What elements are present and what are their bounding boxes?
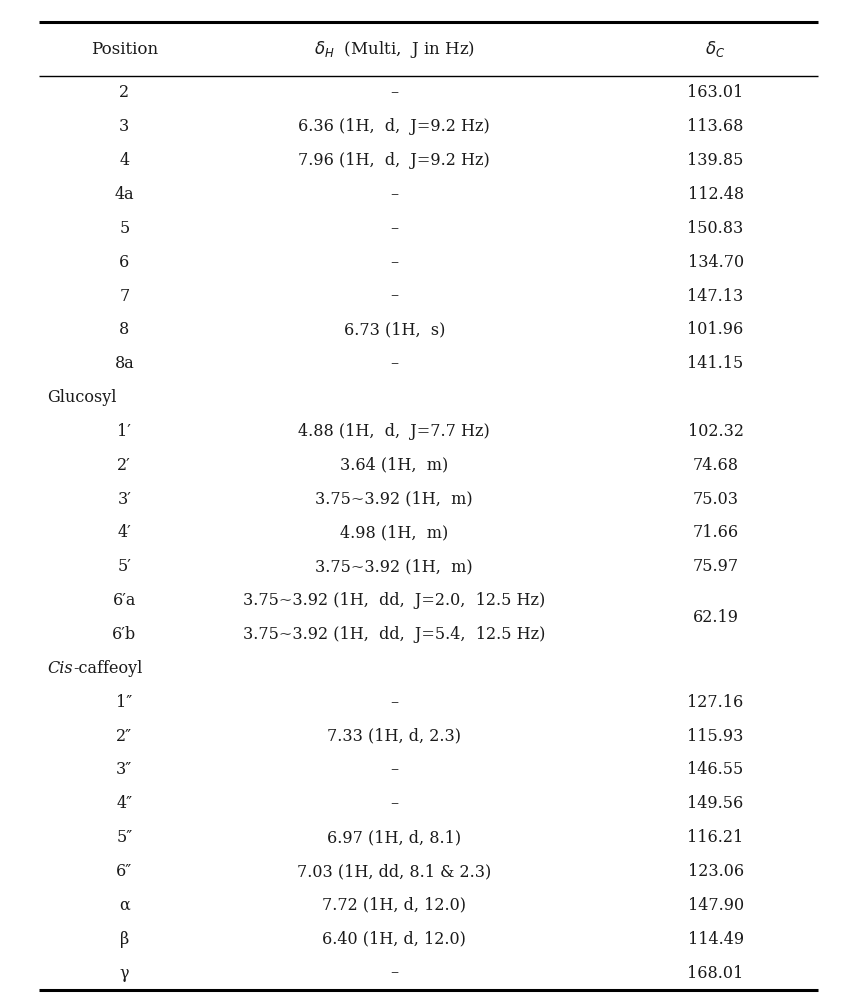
- Text: 2″: 2″: [117, 728, 132, 745]
- Text: 3′: 3′: [117, 491, 131, 508]
- Text: 5′: 5′: [117, 558, 131, 575]
- Text: 115.93: 115.93: [687, 728, 744, 745]
- Text: 5″: 5″: [117, 829, 132, 846]
- Text: 123.06: 123.06: [687, 863, 744, 880]
- Text: 6′b: 6′b: [112, 626, 136, 643]
- Text: Glucosyl: Glucosyl: [47, 389, 117, 406]
- Text: 101.96: 101.96: [687, 321, 744, 338]
- Text: 127.16: 127.16: [687, 694, 744, 711]
- Text: –: –: [390, 965, 399, 982]
- Text: 6: 6: [119, 254, 129, 271]
- Text: 3.64 (1H,  m): 3.64 (1H, m): [340, 457, 448, 474]
- Text: –: –: [390, 795, 399, 812]
- Text: –: –: [390, 220, 399, 237]
- Text: 4.98 (1H,  m): 4.98 (1H, m): [340, 524, 448, 541]
- Text: –: –: [390, 288, 399, 305]
- Text: 3.75~3.92 (1H,  m): 3.75~3.92 (1H, m): [315, 491, 473, 508]
- Text: 112.48: 112.48: [687, 186, 744, 203]
- Text: 4a: 4a: [115, 186, 134, 203]
- Text: 75.03: 75.03: [692, 491, 739, 508]
- Text: 3.75~3.92 (1H,  dd,  J=5.4,  12.5 Hz): 3.75~3.92 (1H, dd, J=5.4, 12.5 Hz): [243, 626, 545, 643]
- Text: 7.03 (1H, dd, 8.1 & 2.3): 7.03 (1H, dd, 8.1 & 2.3): [297, 863, 491, 880]
- Text: 6.73 (1H,  s): 6.73 (1H, s): [344, 321, 445, 338]
- Text: α: α: [119, 897, 129, 914]
- Text: 3.75~3.92 (1H,  m): 3.75~3.92 (1H, m): [315, 558, 473, 575]
- Text: –: –: [390, 254, 399, 271]
- Text: 8: 8: [119, 321, 129, 338]
- Text: $\delta_H$  (Multi,  J in Hz): $\delta_H$ (Multi, J in Hz): [314, 38, 475, 60]
- Text: 149.56: 149.56: [687, 795, 744, 812]
- Text: 116.21: 116.21: [687, 829, 744, 846]
- Text: –: –: [390, 761, 399, 778]
- Text: 146.55: 146.55: [687, 761, 744, 778]
- Text: –: –: [390, 84, 399, 101]
- Text: 6′a: 6′a: [112, 592, 136, 609]
- Text: 62.19: 62.19: [692, 609, 739, 626]
- Text: 71.66: 71.66: [692, 524, 739, 541]
- Text: 150.83: 150.83: [687, 220, 744, 237]
- Text: 3.75~3.92 (1H,  dd,  J=2.0,  12.5 Hz): 3.75~3.92 (1H, dd, J=2.0, 12.5 Hz): [243, 592, 545, 609]
- Text: 4″: 4″: [117, 795, 132, 812]
- Text: Position: Position: [91, 40, 158, 57]
- Text: 6.40 (1H, d, 12.0): 6.40 (1H, d, 12.0): [322, 931, 466, 948]
- Text: 8a: 8a: [114, 355, 135, 372]
- Text: 3: 3: [119, 118, 129, 135]
- Text: 141.15: 141.15: [687, 355, 744, 372]
- Text: 168.01: 168.01: [687, 965, 744, 982]
- Text: 114.49: 114.49: [687, 931, 744, 948]
- Text: 6″: 6″: [117, 863, 132, 880]
- Text: $\delta_C$: $\delta_C$: [705, 39, 726, 59]
- Text: 1′: 1′: [117, 423, 131, 440]
- Text: β: β: [120, 931, 129, 948]
- Text: 1″: 1″: [117, 694, 132, 711]
- Text: 147.13: 147.13: [687, 288, 744, 305]
- Text: 2′: 2′: [117, 457, 131, 474]
- Text: 7.72 (1H, d, 12.0): 7.72 (1H, d, 12.0): [322, 897, 466, 914]
- Text: –: –: [390, 186, 399, 203]
- Text: 75.97: 75.97: [692, 558, 739, 575]
- Text: –: –: [390, 694, 399, 711]
- Text: 2: 2: [119, 84, 129, 101]
- Text: 134.70: 134.70: [687, 254, 744, 271]
- Text: 139.85: 139.85: [687, 152, 744, 169]
- Text: 7.96 (1H,  d,  J=9.2 Hz): 7.96 (1H, d, J=9.2 Hz): [298, 152, 490, 169]
- Text: 6.36 (1H,  d,  J=9.2 Hz): 6.36 (1H, d, J=9.2 Hz): [298, 118, 490, 135]
- Text: 102.32: 102.32: [687, 423, 744, 440]
- Text: 147.90: 147.90: [687, 897, 744, 914]
- Text: –: –: [390, 355, 399, 372]
- Text: 7.33 (1H, d, 2.3): 7.33 (1H, d, 2.3): [327, 728, 461, 745]
- Text: -caffeoyl: -caffeoyl: [74, 660, 143, 677]
- Text: 4′: 4′: [117, 524, 131, 541]
- Text: 163.01: 163.01: [687, 84, 744, 101]
- Text: 74.68: 74.68: [692, 457, 739, 474]
- Text: 5: 5: [119, 220, 129, 237]
- Text: 3″: 3″: [117, 761, 132, 778]
- Text: 4.88 (1H,  d,  J=7.7 Hz): 4.88 (1H, d, J=7.7 Hz): [298, 423, 490, 440]
- Text: Cis: Cis: [47, 660, 73, 677]
- Text: 6.97 (1H, d, 8.1): 6.97 (1H, d, 8.1): [327, 829, 461, 846]
- Text: 4: 4: [119, 152, 129, 169]
- Text: 113.68: 113.68: [687, 118, 744, 135]
- Text: γ: γ: [119, 965, 129, 982]
- Text: 7: 7: [119, 288, 129, 305]
